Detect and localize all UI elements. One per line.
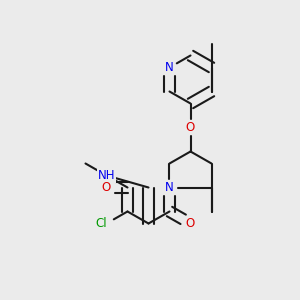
Text: N: N: [165, 61, 174, 74]
Text: N: N: [165, 181, 174, 194]
Text: Cl: Cl: [95, 217, 106, 230]
Text: NH: NH: [98, 169, 115, 182]
Text: O: O: [186, 217, 195, 230]
Text: O: O: [186, 121, 195, 134]
Text: O: O: [102, 181, 111, 194]
